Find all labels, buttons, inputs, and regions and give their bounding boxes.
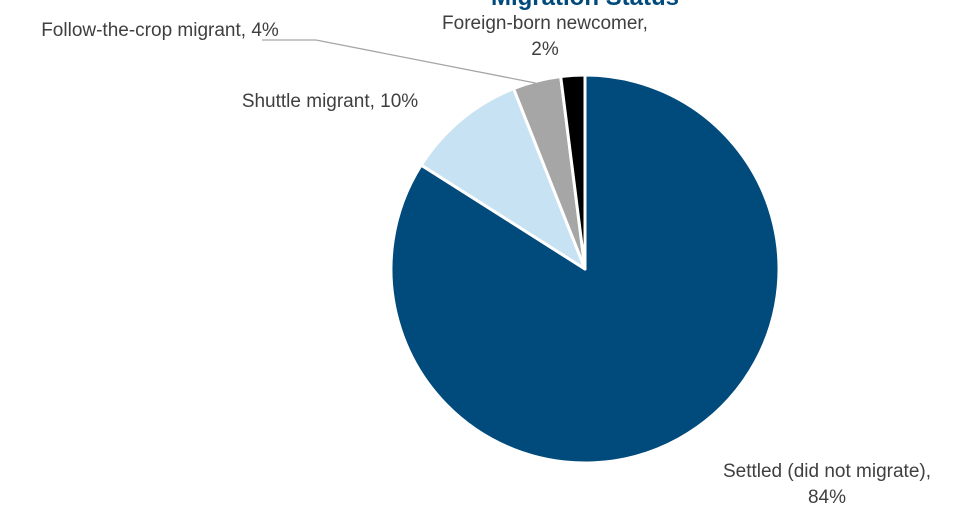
chart-title: Migration Status xyxy=(491,0,679,11)
pie-slice-foreign-born-newcomer xyxy=(559,73,587,271)
pie-slice-shuttle-migrant xyxy=(419,87,587,271)
data-label-follow-the-crop-migrant: Follow-the-crop migrant, 4% xyxy=(41,20,279,41)
data-labels: Settled (did not migrate), 84% Shuttle mig… xyxy=(41,13,931,508)
pie-slices xyxy=(389,73,781,465)
data-label-foreign-born-newcomer: Foreign-born newcomer, 2% xyxy=(442,13,648,60)
data-label-shuttle-migrant: Shuttle migrant, 10% xyxy=(242,91,418,112)
data-label-settled-did-not-migrate: Settled (did not migrate), 84% xyxy=(723,461,931,508)
leader-line-follow-the-crop xyxy=(262,39,536,84)
leader-lines xyxy=(262,39,536,84)
